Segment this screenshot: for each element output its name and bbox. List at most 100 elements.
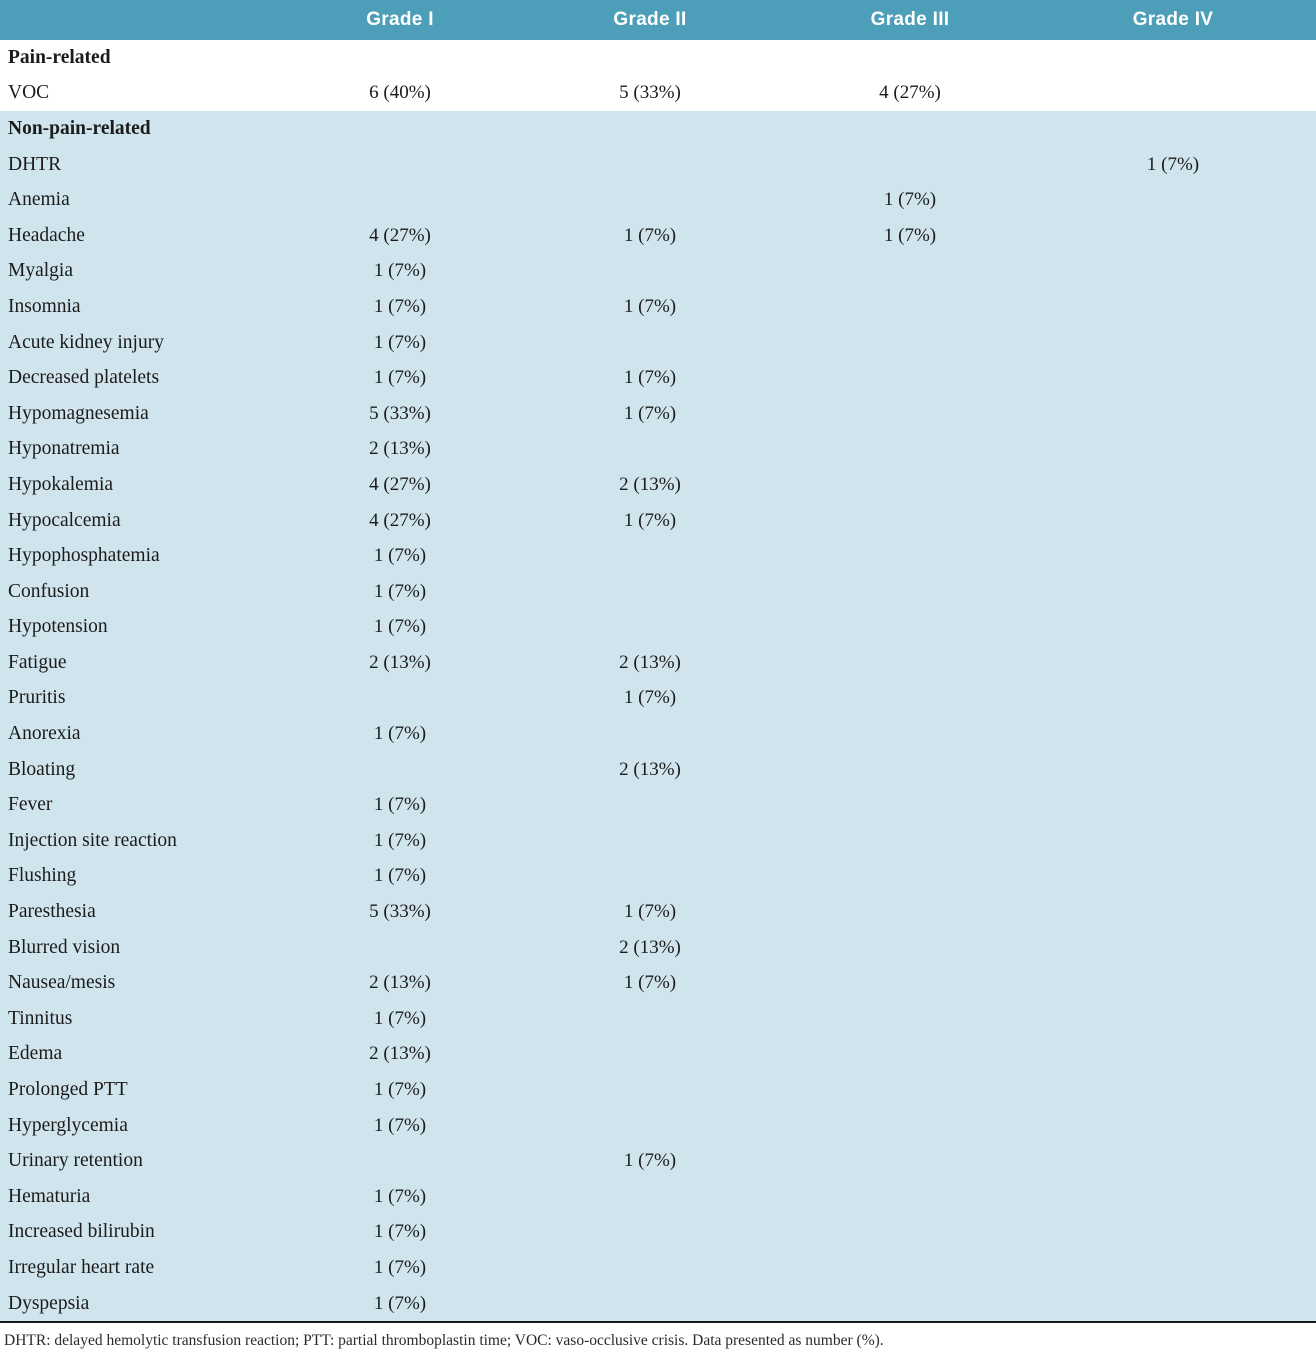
value-cell: 5 (33%): [369, 402, 431, 424]
value-cell: 1 (7%): [623, 367, 677, 389]
value-cell: 1 (7%): [373, 367, 427, 389]
row-label: Hyperglycemia: [8, 1114, 128, 1136]
value-cell: 1 (7%): [373, 1079, 427, 1101]
table-row: Paresthesia 5 (33%) 1 (7%): [0, 894, 1316, 930]
row-label: Hematuria: [8, 1185, 91, 1207]
value-cell: 6 (40%): [369, 82, 431, 104]
table-row: Flushing 1 (7%): [0, 858, 1316, 895]
table-row: Nausea/mesis 2 (13%) 1 (7%): [0, 965, 1316, 1002]
table-row: Acute kidney injury 1 (7%): [0, 324, 1316, 361]
header-cell-grade-iv: Grade IV: [1132, 9, 1214, 30]
table-row: Dyspepsia 1 (7%): [0, 1285, 1316, 1322]
table-row: Fever 1 (7%): [0, 787, 1316, 824]
section-header-row: Pain-related: [0, 40, 1316, 76]
table-footnote: DHTR: delayed hemolytic transfusion reac…: [0, 1321, 1316, 1350]
table-row: Hyperglycemia 1 (7%): [0, 1107, 1316, 1144]
row-label: Confusion: [8, 580, 90, 602]
row-label: Tinnitus: [8, 1007, 73, 1029]
row-label: Hypomagnesemia: [8, 402, 149, 424]
row-label: Decreased platelets: [8, 367, 160, 389]
value-cell: 1 (7%): [883, 224, 937, 246]
value-cell: 1 (7%): [373, 295, 427, 317]
table-row: Irregular heart rate 1 (7%): [0, 1250, 1316, 1286]
table-row: Fatigue 2 (13%) 2 (13%): [0, 645, 1316, 681]
table-row: Myalgia 1 (7%): [0, 253, 1316, 290]
row-label: Blurred vision: [8, 936, 121, 958]
value-cell: 2 (13%): [369, 972, 431, 994]
table-row: Anemia 1 (7%): [0, 182, 1316, 218]
table-row: DHTR 1 (7%): [0, 146, 1316, 183]
section-title: Pain-related: [8, 46, 111, 68]
row-label: VOC: [8, 82, 50, 104]
table-row: Increased bilirubin 1 (7%): [0, 1214, 1316, 1251]
value-cell: 2 (13%): [619, 936, 681, 958]
value-cell: 1 (7%): [373, 545, 427, 567]
value-cell: 1 (7%): [883, 189, 937, 211]
section-header-row: Non-pain-related: [0, 111, 1316, 147]
value-cell: 1 (7%): [1146, 153, 1200, 175]
value-cell: 5 (33%): [619, 82, 681, 104]
row-label: Dyspepsia: [8, 1292, 90, 1314]
value-cell: 1 (7%): [623, 509, 677, 531]
row-label: Anemia: [8, 189, 70, 211]
row-label: Fever: [8, 794, 53, 816]
table-body: Pain-related VOC 6 (40%) 5 (33%) 4 (27%) Non-…: [0, 40, 1316, 1322]
row-label: Hypotension: [8, 616, 108, 638]
value-cell: 1 (7%): [373, 260, 427, 282]
value-cell: 1 (7%): [373, 723, 427, 745]
value-cell: 1 (7%): [623, 1150, 677, 1172]
row-label: Nausea/mesis: [8, 972, 116, 994]
value-cell: 4 (27%): [369, 509, 431, 531]
value-cell: 4 (27%): [369, 224, 431, 246]
table-header-row: Grade I Grade II Grade III Grade IV: [0, 0, 1316, 40]
row-label: Edema: [8, 1043, 63, 1065]
row-label: Prolonged PTT: [8, 1079, 128, 1101]
row-label: Headache: [8, 224, 85, 246]
table-row: VOC 6 (40%) 5 (33%) 4 (27%): [0, 76, 1316, 112]
table-row: Hyponatremia 2 (13%): [0, 431, 1316, 468]
row-label: Increased bilirubin: [8, 1221, 155, 1243]
table-row: Hypomagnesemia 5 (33%) 1 (7%): [0, 395, 1316, 432]
table-row: Injection site reaction 1 (7%): [0, 823, 1316, 859]
value-cell: 1 (7%): [623, 224, 677, 246]
row-label: Myalgia: [8, 260, 73, 282]
value-cell: 1 (7%): [373, 794, 427, 816]
row-label: Anorexia: [8, 723, 81, 745]
header-cell-grade-ii: Grade II: [613, 9, 687, 30]
row-label: Hypophosphatemia: [8, 545, 160, 567]
value-cell: 1 (7%): [623, 687, 677, 709]
row-label: Insomnia: [8, 295, 81, 317]
value-cell: 1 (7%): [373, 1256, 427, 1278]
row-label: Hyponatremia: [8, 438, 120, 460]
table-row: Prolonged PTT 1 (7%): [0, 1072, 1316, 1108]
value-cell: 2 (13%): [619, 473, 681, 495]
value-cell: 1 (7%): [373, 1185, 427, 1207]
table-row: Blurred vision 2 (13%): [0, 929, 1316, 966]
value-cell: 4 (27%): [369, 473, 431, 495]
row-label: Paresthesia: [8, 901, 96, 923]
value-cell: 1 (7%): [373, 829, 427, 851]
value-cell: 1 (7%): [373, 1007, 427, 1029]
value-cell: 2 (13%): [619, 758, 681, 780]
table-row: Bloating 2 (13%): [0, 751, 1316, 788]
value-cell: 2 (13%): [369, 438, 431, 460]
value-cell: 1 (7%): [373, 1114, 427, 1136]
value-cell: 2 (13%): [369, 1043, 431, 1065]
table-row: Hypophosphatemia 1 (7%): [0, 538, 1316, 574]
row-label: Urinary retention: [8, 1150, 143, 1172]
table-row: Anorexia 1 (7%): [0, 716, 1316, 752]
row-label: Irregular heart rate: [8, 1256, 155, 1278]
table-row: Confusion 1 (7%): [0, 573, 1316, 610]
table-row: Hematuria 1 (7%): [0, 1179, 1316, 1215]
section-title: Non-pain-related: [8, 117, 151, 139]
table-row: Hypocalcemia 4 (27%) 1 (7%): [0, 502, 1316, 539]
value-cell: 1 (7%): [623, 901, 677, 923]
table-row: Pruritis 1 (7%): [0, 680, 1316, 717]
row-label: Acute kidney injury: [8, 331, 164, 353]
row-label: Hypokalemia: [8, 473, 114, 495]
table-row: Insomnia 1 (7%) 1 (7%): [0, 289, 1316, 325]
value-cell: 1 (7%): [373, 616, 427, 638]
value-cell: 4 (27%): [879, 82, 941, 104]
row-label: Fatigue: [8, 651, 67, 673]
row-label: Hypocalcemia: [8, 509, 121, 531]
